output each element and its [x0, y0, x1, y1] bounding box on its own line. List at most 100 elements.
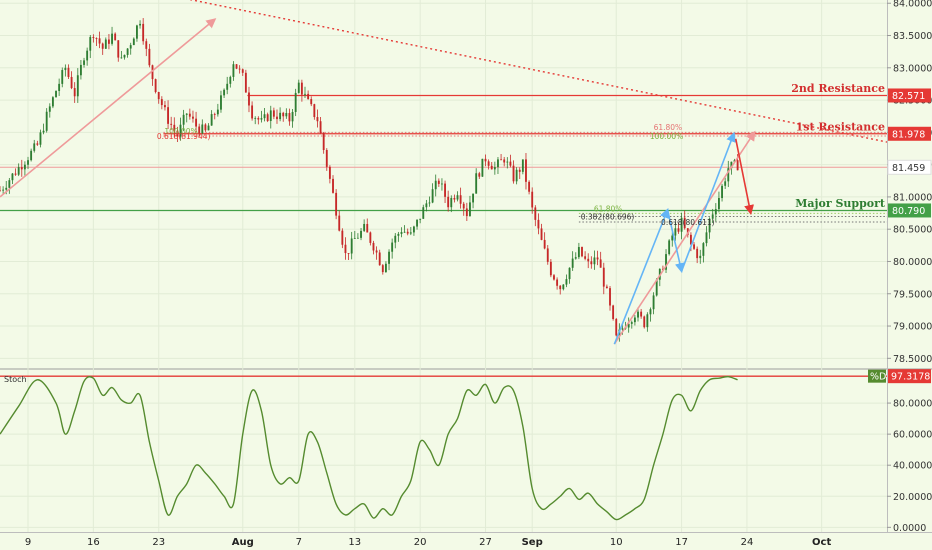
candle-body	[469, 202, 471, 217]
candle-body	[599, 259, 602, 268]
candle-body	[730, 161, 733, 169]
level-price-badge	[888, 203, 931, 218]
candle-body	[384, 263, 387, 273]
candle-body	[409, 232, 412, 234]
candle-body	[434, 180, 437, 190]
candle-body	[145, 41, 148, 49]
candle-body	[70, 76, 73, 89]
candle-body	[229, 76, 232, 84]
fib-label: 100.00%	[164, 127, 197, 136]
level-name: 1st Resistance	[796, 120, 885, 133]
candle-body	[711, 214, 714, 219]
candle-body	[132, 38, 135, 46]
stoch-series-badge	[868, 369, 886, 383]
x-tick-label: 16	[87, 537, 100, 548]
projection-arrow	[0, 18, 217, 198]
candle-body	[322, 133, 325, 151]
candle-body	[204, 124, 207, 131]
candle-body	[353, 238, 356, 239]
candle-body	[447, 196, 450, 208]
candle-body	[453, 198, 456, 200]
x-tick-label: Aug	[232, 537, 254, 548]
candle-body	[714, 209, 717, 215]
candle-body	[79, 64, 82, 76]
candle-body	[325, 150, 328, 167]
candle-body	[279, 112, 282, 120]
candle-body	[27, 160, 29, 165]
fib-label: 100.00%	[650, 132, 683, 141]
candle-body	[590, 261, 593, 265]
projection-arrow	[613, 207, 670, 345]
candle-body	[381, 265, 384, 273]
candle-body	[285, 112, 288, 117]
candle-body	[677, 228, 680, 232]
candle-body	[444, 183, 446, 197]
candle-body	[244, 72, 247, 93]
x-tick-label: 20	[414, 537, 427, 548]
candle-body	[104, 39, 107, 49]
candle-body	[170, 123, 173, 125]
candle-body	[344, 244, 347, 254]
candle-body	[718, 198, 720, 210]
candle-body	[98, 38, 101, 44]
candle-body	[338, 215, 341, 231]
x-tick-label: 17	[675, 537, 688, 548]
candle-body	[633, 317, 636, 323]
candle-body	[484, 158, 487, 162]
candle-body	[58, 83, 61, 91]
candle-body	[375, 250, 378, 253]
y-tick-label: 79.0000	[893, 322, 932, 333]
time-axis: 9 16 23 Aug 7 13 20 27 Sep 10 17 24 Oct	[25, 537, 832, 548]
candle-body	[534, 207, 537, 220]
projection-arrow	[666, 209, 685, 274]
candle-body	[89, 37, 92, 51]
candle-body	[630, 322, 633, 324]
candle-body	[350, 238, 353, 254]
candle-body	[300, 82, 303, 95]
candle-body	[437, 180, 440, 184]
level-layer	[0, 94, 887, 223]
x-tick-label: 10	[610, 537, 623, 548]
candle-body	[148, 48, 151, 66]
candle-body	[332, 178, 334, 193]
candle-body	[136, 25, 138, 39]
candle-body	[176, 130, 179, 137]
candle-body	[335, 192, 338, 216]
candle-body	[674, 228, 677, 236]
candle-body	[76, 75, 79, 97]
candle-body	[216, 109, 219, 115]
candle-body	[42, 130, 45, 133]
candle-body	[188, 113, 191, 117]
candle-body	[154, 79, 157, 93]
candle-body	[164, 105, 166, 108]
candle-body	[406, 231, 409, 234]
stoch-y-tick-label: 80.0000	[893, 399, 932, 410]
x-tick-label: 27	[479, 537, 492, 548]
candle-body	[568, 267, 571, 280]
candle-body	[462, 203, 465, 209]
candle-body	[388, 251, 390, 264]
candle-body	[612, 305, 615, 320]
candle-body	[48, 106, 51, 112]
candle-body	[546, 248, 549, 262]
candle-body	[248, 92, 250, 106]
candle-body	[562, 284, 565, 290]
candle-body	[521, 159, 524, 172]
level-name: Major Support	[795, 197, 886, 210]
candle-body	[319, 121, 322, 134]
candle-body	[33, 143, 36, 151]
level-price-badge	[888, 88, 931, 103]
candle-body	[64, 67, 67, 71]
y-tick-label: 81.0000	[893, 192, 932, 203]
candle-body	[347, 253, 350, 254]
candle-body	[39, 132, 42, 145]
candle-body	[680, 217, 683, 232]
candle-body	[584, 256, 587, 259]
candle-body	[487, 161, 490, 166]
candle-body	[543, 239, 546, 249]
candle-body	[733, 160, 736, 162]
candle-body	[173, 124, 176, 131]
candle-body	[92, 37, 95, 39]
candle-body	[328, 166, 331, 179]
projection-arrow	[734, 138, 755, 216]
